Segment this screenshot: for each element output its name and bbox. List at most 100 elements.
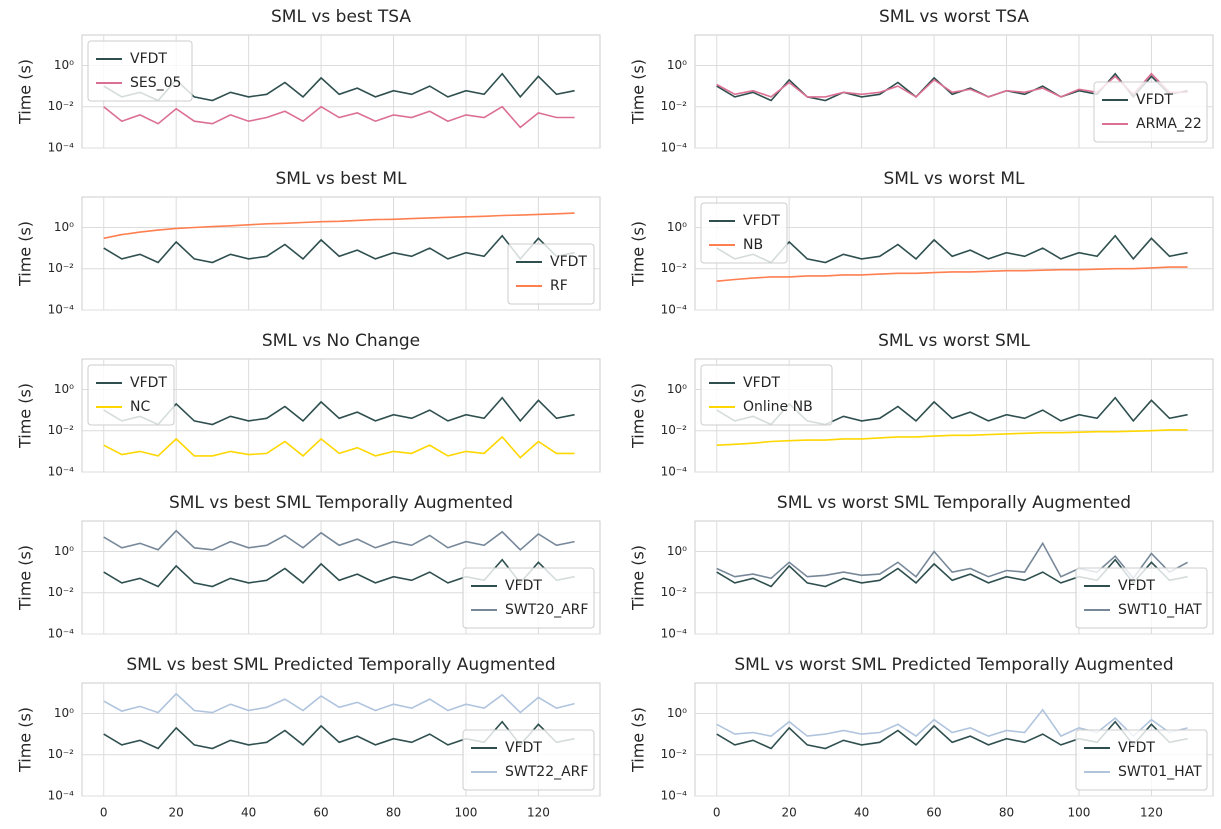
y-tick-label: 10⁻² xyxy=(661,99,688,113)
legend-label: ARMA_22 xyxy=(1136,116,1202,132)
subplot: 10⁻⁴ 10⁻² 10⁰ SML vs No Change Time (s) VFDT N… xyxy=(16,331,601,479)
legend-label: VFDT xyxy=(130,375,167,391)
y-tick-label: 10⁻⁴ xyxy=(48,465,75,479)
y-axis-label: Time (s) xyxy=(16,707,35,773)
y-axis-label: Time (s) xyxy=(16,545,35,611)
subplot: 10⁻⁴ 10⁻² 10⁰ SML vs best ML Time (s) VFDT RF xyxy=(16,169,601,317)
y-tick-label: 10⁻² xyxy=(48,99,75,113)
subplot: 0 20 40 60 80 100 120 10⁻⁴ 10⁻² 10⁰ SML vs best SM… xyxy=(16,655,601,820)
y-tick-label: 10⁰ xyxy=(54,382,74,396)
legend-box xyxy=(1075,729,1208,791)
y-tick-label: 10⁰ xyxy=(54,220,74,234)
y-tick-label: 10⁻² xyxy=(661,585,688,599)
y-tick-label: 10⁰ xyxy=(667,220,687,234)
y-tick-label: 10⁻⁴ xyxy=(48,789,75,803)
x-tick-label: 40 xyxy=(854,806,869,820)
x-tick-label: 20 xyxy=(782,806,797,820)
x-tick-label: 100 xyxy=(455,806,478,820)
legend-label: VFDT xyxy=(743,375,780,391)
y-tick-label: 10⁻² xyxy=(661,747,688,761)
legend-label: VFDT xyxy=(505,740,542,756)
y-tick-label: 10⁰ xyxy=(667,706,687,720)
y-tick-label: 10⁻² xyxy=(48,423,75,437)
legend-label: VFDT xyxy=(743,213,780,229)
legend-label: SWT22_ARF xyxy=(505,764,588,780)
legend-label: SES_05 xyxy=(130,75,181,91)
legend-box xyxy=(1075,567,1208,629)
y-axis-label: Time (s) xyxy=(629,383,648,449)
legend-box xyxy=(87,40,193,102)
subplot: 10⁻⁴ 10⁻² 10⁰ SML vs best SML Temporally Au… xyxy=(16,493,601,641)
subplot: 10⁻⁴ 10⁻² 10⁰ SML vs worst ML Time (s) VFDT NB xyxy=(629,169,1214,317)
legend-box xyxy=(700,202,788,264)
y-tick-label: 10⁻² xyxy=(48,261,75,275)
y-tick-label: 10⁰ xyxy=(667,58,687,72)
legend-label: VFDT xyxy=(505,578,542,594)
y-tick-label: 10⁰ xyxy=(54,706,74,720)
y-tick-label: 10⁻⁴ xyxy=(48,627,75,641)
chart-title: SML vs worst TSA xyxy=(879,7,1029,27)
series-line xyxy=(716,541,1188,580)
series-line xyxy=(103,720,575,750)
legend-box xyxy=(462,729,595,791)
legend-label: NC xyxy=(130,399,150,415)
legend-label: SWT20_ARF xyxy=(505,602,588,618)
legend-box xyxy=(507,243,595,305)
series-line xyxy=(103,692,575,714)
x-tick-label: 120 xyxy=(527,806,550,820)
legend-label: VFDT xyxy=(550,254,587,270)
x-tick-label: 60 xyxy=(926,806,941,820)
y-tick-label: 10⁻⁴ xyxy=(48,303,75,317)
y-axis-label: Time (s) xyxy=(629,545,648,611)
y-axis-label: Time (s) xyxy=(16,59,35,125)
legend-label: VFDT xyxy=(1118,740,1155,756)
x-tick-label: 0 xyxy=(100,806,108,820)
legend-label: VFDT xyxy=(130,51,167,67)
series-line xyxy=(103,396,575,426)
series-line xyxy=(716,429,1188,446)
chart-title: SML vs worst SML Predicted Temporally Au… xyxy=(734,655,1173,675)
series-line xyxy=(103,105,575,129)
y-tick-label: 10⁻² xyxy=(661,423,688,437)
series-line xyxy=(716,720,1188,750)
y-axis-label: Time (s) xyxy=(629,59,648,125)
y-axis-label: Time (s) xyxy=(16,383,35,449)
legend-label: Online NB xyxy=(743,399,813,415)
y-tick-label: 10⁻² xyxy=(661,261,688,275)
x-tick-label: 40 xyxy=(241,806,256,820)
subplot: 10⁻⁴ 10⁻² 10⁰ SML vs worst SML Time (s) VFDT O… xyxy=(629,331,1214,479)
y-tick-label: 10⁰ xyxy=(54,544,74,558)
y-axis-label: Time (s) xyxy=(629,707,648,773)
chart-title: SML vs best TSA xyxy=(271,7,411,27)
legend-box xyxy=(1093,81,1208,143)
y-tick-label: 10⁻⁴ xyxy=(661,141,688,155)
x-tick-label: 120 xyxy=(1140,806,1163,820)
series-line xyxy=(716,708,1188,738)
legend-label: RF xyxy=(550,278,568,294)
x-tick-label: 80 xyxy=(999,806,1014,820)
legend-box xyxy=(462,567,595,629)
y-tick-label: 10⁻² xyxy=(48,585,75,599)
chart-title: SML vs best SML Predicted Temporally Aug… xyxy=(126,655,555,675)
y-tick-label: 10⁻⁴ xyxy=(661,465,688,479)
chart-title: SML vs worst SML Temporally Augmented xyxy=(777,493,1131,513)
chart-title: SML vs worst SML xyxy=(878,331,1030,351)
chart-title: SML vs best ML xyxy=(276,169,407,189)
series-line xyxy=(103,234,575,264)
subplot: 10⁻⁴ 10⁻² 10⁰ SML vs worst SML Temporally A… xyxy=(629,493,1214,641)
y-tick-label: 10⁰ xyxy=(667,382,687,396)
y-tick-label: 10⁻² xyxy=(48,747,75,761)
series-line xyxy=(103,212,575,240)
x-tick-label: 0 xyxy=(713,806,721,820)
x-tick-label: 100 xyxy=(1068,806,1091,820)
legend-label: VFDT xyxy=(1136,92,1173,108)
x-tick-label: 20 xyxy=(169,806,184,820)
chart-title: SML vs No Change xyxy=(262,331,420,351)
series-line xyxy=(716,558,1188,588)
series-line xyxy=(716,234,1188,264)
y-tick-label: 10⁻⁴ xyxy=(661,627,688,641)
series-line xyxy=(103,529,575,551)
y-tick-label: 10⁻⁴ xyxy=(48,141,75,155)
series-line xyxy=(716,266,1188,282)
